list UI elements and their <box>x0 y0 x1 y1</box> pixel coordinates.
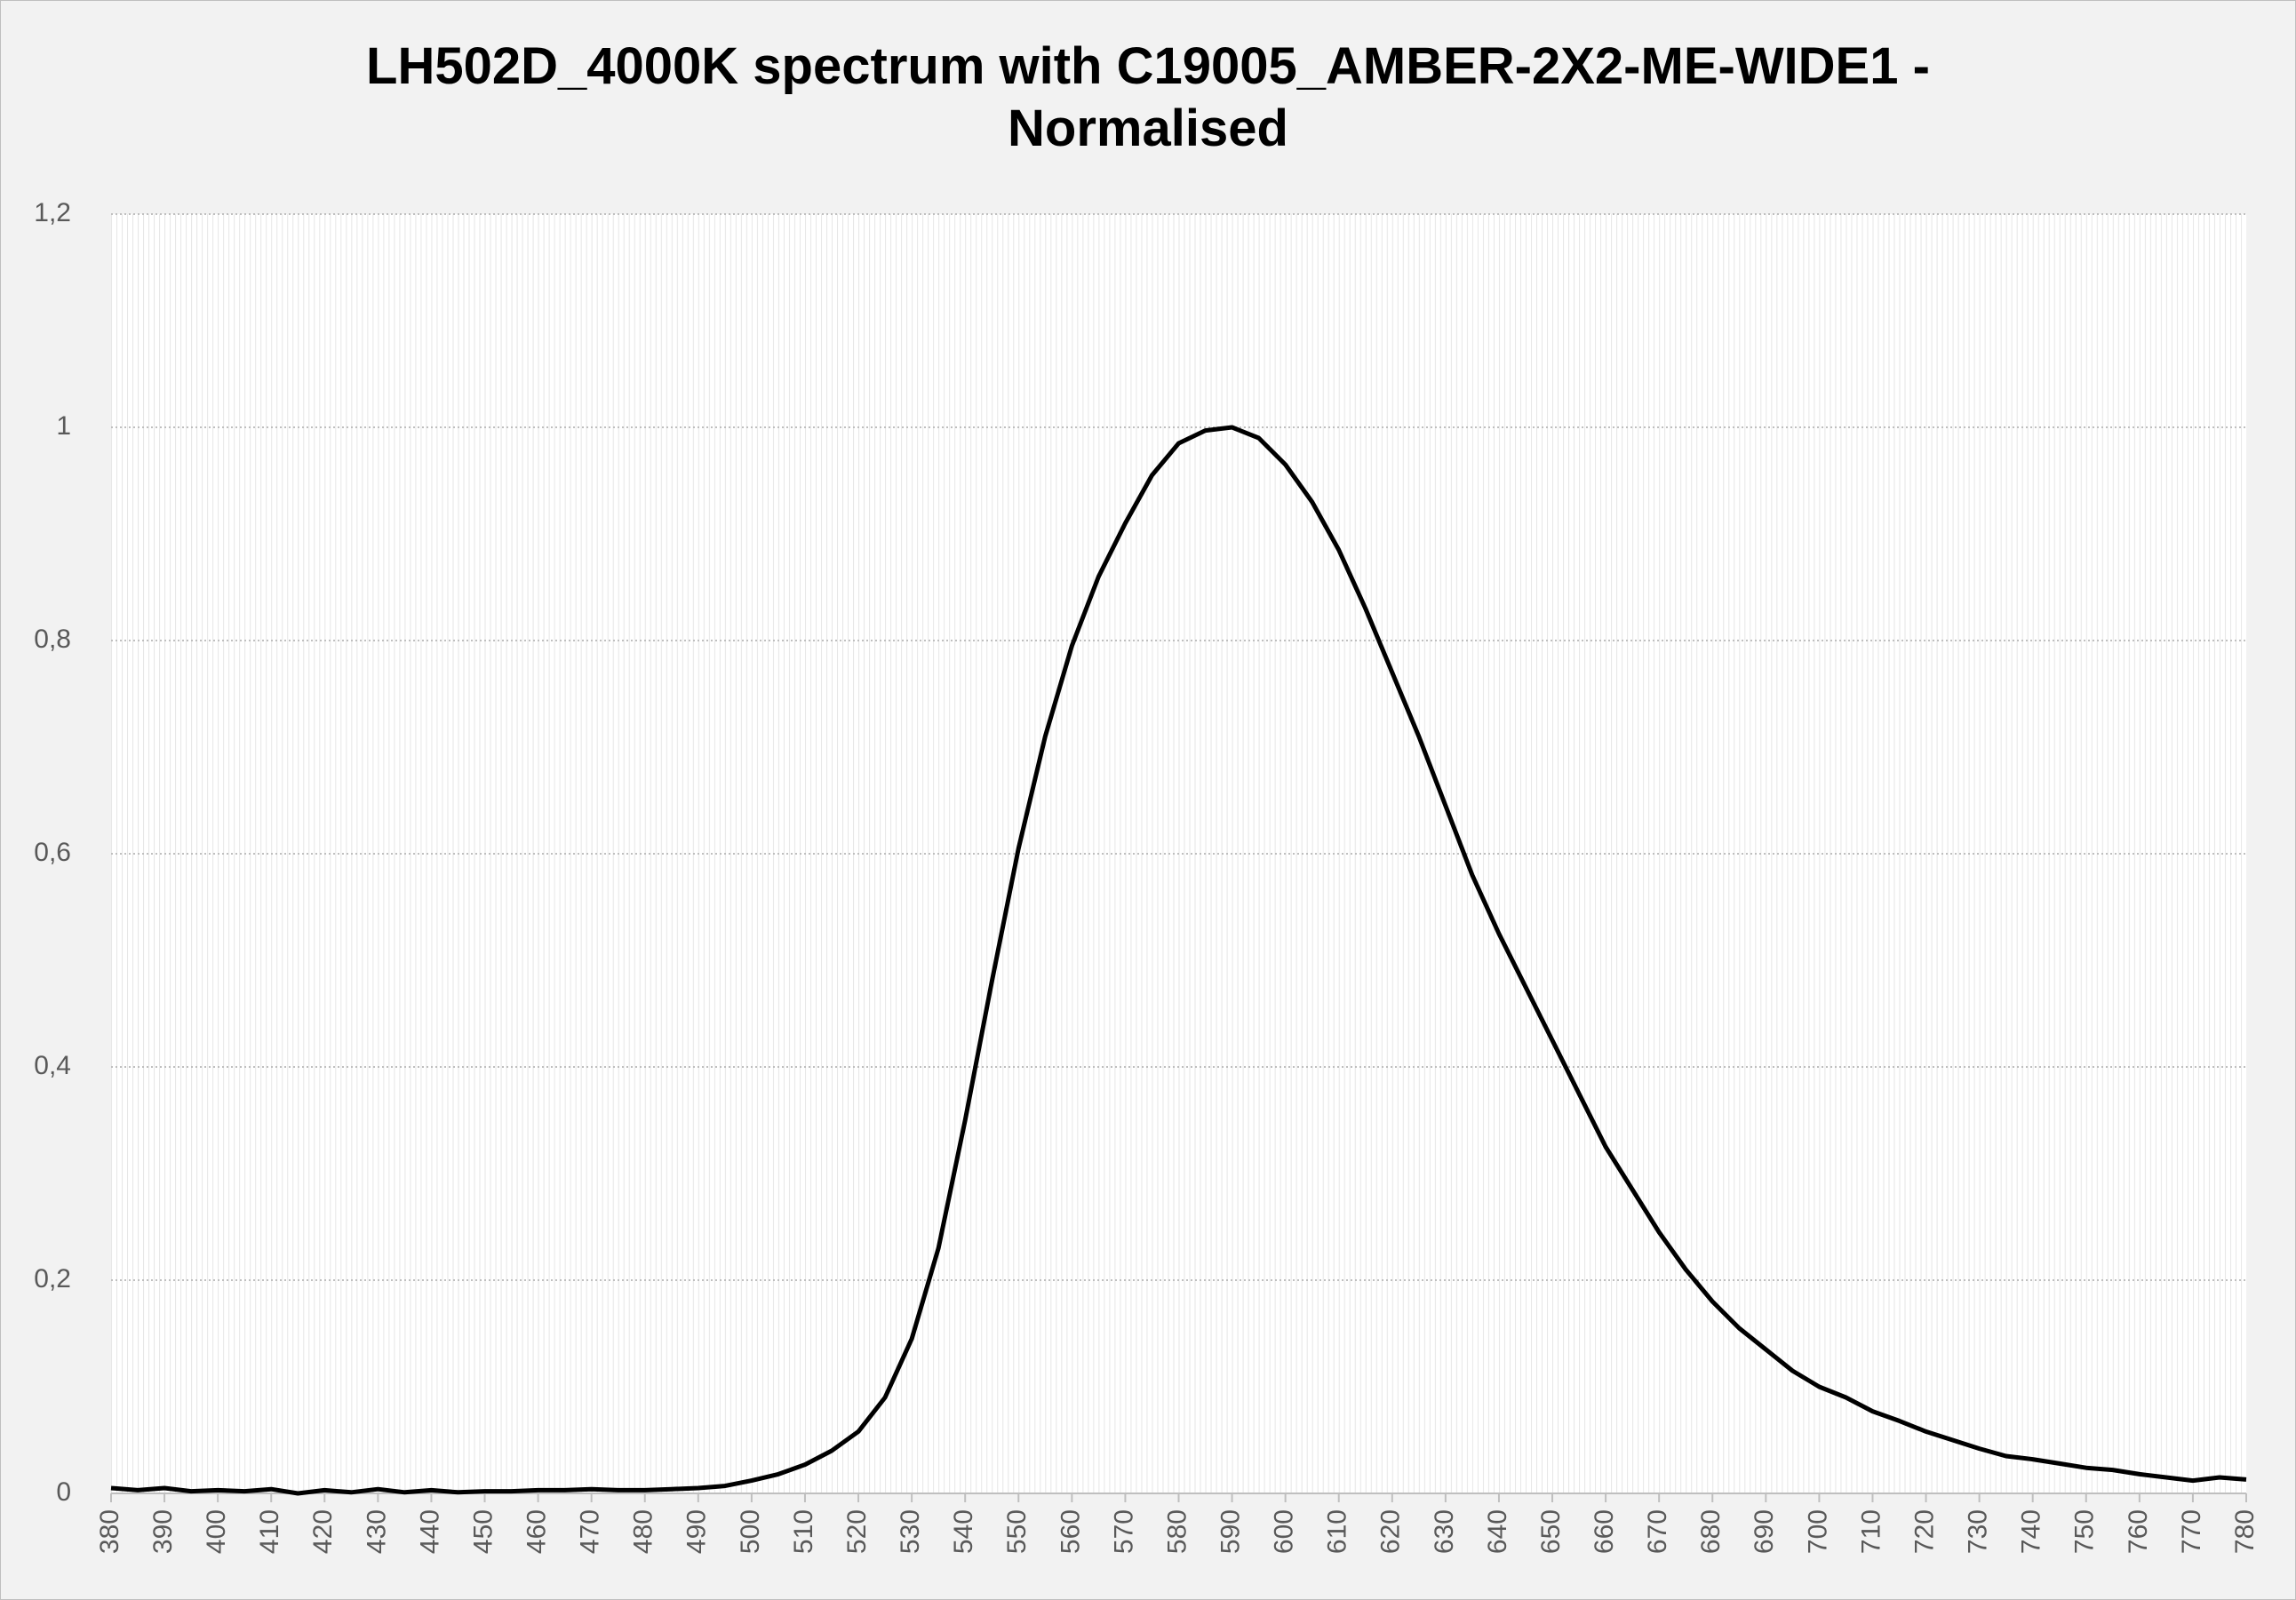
x-tick-label: 710 <box>1856 1509 1885 1554</box>
y-tick-label: 0,4 <box>34 1051 71 1080</box>
x-tick-label: 410 <box>255 1509 284 1554</box>
x-tick-label: 700 <box>1803 1509 1832 1554</box>
chart-title: LH502D_4000K spectrum with C19005_AMBER-… <box>366 37 1930 157</box>
x-tick-label: 550 <box>1002 1509 1032 1554</box>
x-tick-label: 480 <box>629 1509 658 1554</box>
x-tick-label: 500 <box>736 1509 765 1554</box>
x-tick-label: 630 <box>1430 1509 1459 1554</box>
x-tick-label: 730 <box>1964 1509 1993 1554</box>
x-tick-label: 780 <box>2230 1509 2260 1554</box>
x-tick-label: 420 <box>308 1509 338 1554</box>
y-tick-label: 0,6 <box>34 838 71 867</box>
x-tick-label: 590 <box>1216 1509 1245 1554</box>
x-tick-label: 430 <box>362 1509 391 1554</box>
x-tick-label: 720 <box>1909 1509 1939 1554</box>
x-tick-label: 560 <box>1056 1509 1085 1554</box>
x-tick-label: 740 <box>2017 1509 2046 1554</box>
y-tick-label: 1,2 <box>34 198 71 227</box>
x-tick-label: 650 <box>1536 1509 1566 1554</box>
x-tick-label: 440 <box>415 1509 444 1554</box>
x-tick-label: 380 <box>95 1509 124 1554</box>
x-tick-label: 690 <box>1750 1509 1779 1554</box>
x-tick-label: 400 <box>202 1509 231 1554</box>
x-tick-label: 750 <box>2070 1509 2100 1554</box>
x-tick-label: 580 <box>1162 1509 1192 1554</box>
x-tick-label: 670 <box>1643 1509 1672 1554</box>
x-tick-label: 620 <box>1376 1509 1406 1554</box>
x-tick-label: 460 <box>522 1509 552 1554</box>
x-tick-label: 600 <box>1270 1509 1299 1554</box>
y-tick-label: 0,8 <box>34 625 71 654</box>
x-tick-label: 760 <box>2124 1509 2153 1554</box>
x-tick-label: 530 <box>896 1509 925 1554</box>
y-tick-label: 0,2 <box>34 1264 71 1294</box>
x-tick-label: 680 <box>1696 1509 1726 1554</box>
x-tick-label: 450 <box>468 1509 498 1554</box>
x-tick-label: 470 <box>576 1509 605 1554</box>
x-tick-label: 610 <box>1323 1509 1352 1554</box>
x-tick-label: 640 <box>1483 1509 1512 1554</box>
x-tick-label: 660 <box>1590 1509 1619 1554</box>
x-tick-label: 510 <box>789 1509 818 1554</box>
x-tick-label: 520 <box>842 1509 872 1554</box>
series-line <box>110 425 2247 1496</box>
x-tick-label: 540 <box>949 1509 978 1554</box>
x-tick-label: 770 <box>2177 1509 2206 1554</box>
y-tick-label: 1 <box>56 411 71 441</box>
x-tick-label: 390 <box>148 1509 178 1554</box>
x-tick-label: 570 <box>1109 1509 1138 1554</box>
y-tick-label: 0 <box>56 1477 71 1507</box>
x-tick-label: 490 <box>682 1509 712 1554</box>
